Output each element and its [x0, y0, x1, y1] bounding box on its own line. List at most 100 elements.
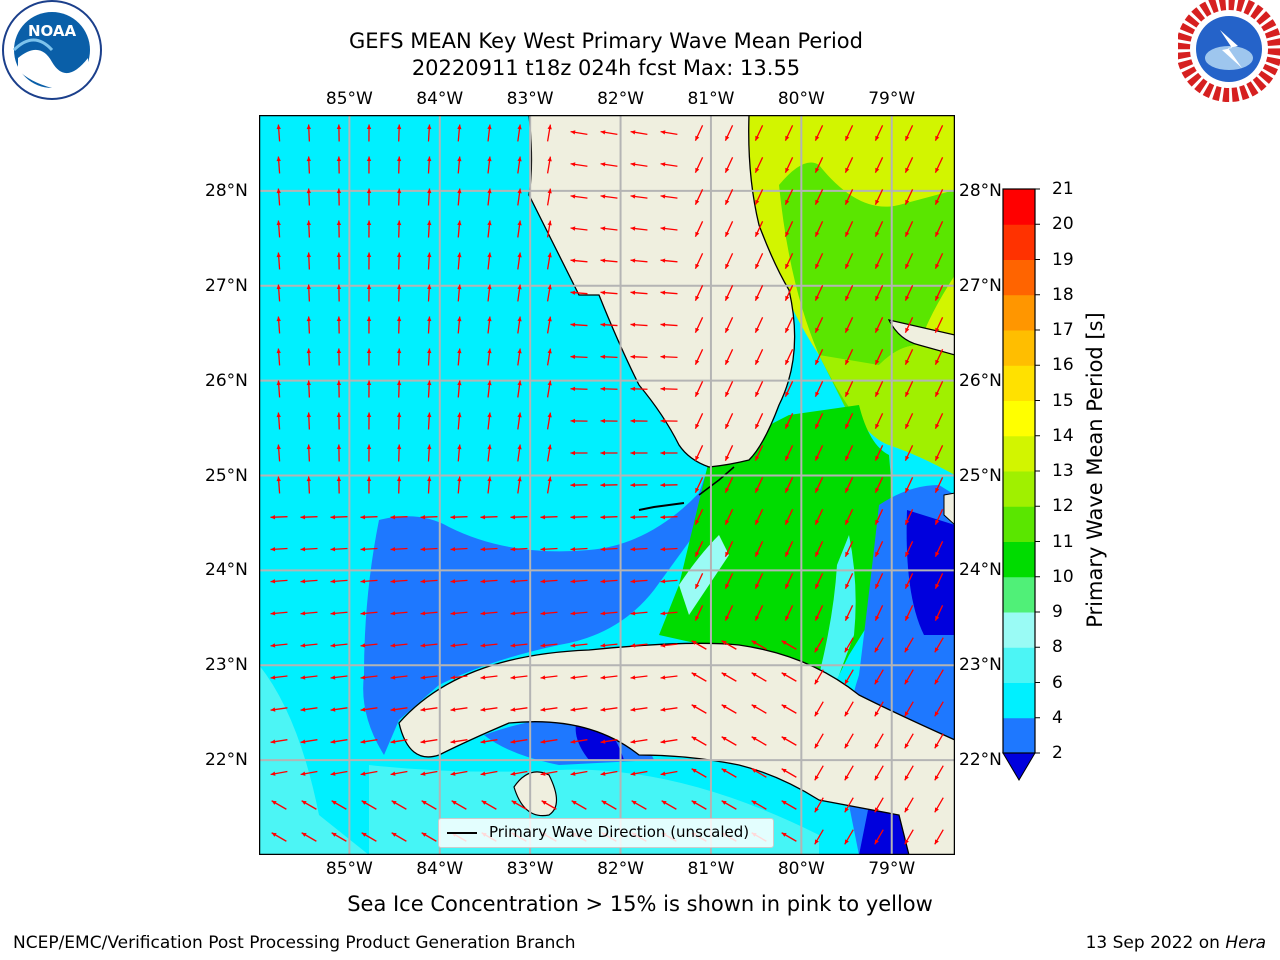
- wave-arrow: [276, 188, 281, 206]
- wave-arrow: [630, 418, 648, 424]
- wave-arrow: [390, 643, 408, 648]
- wave-arrow: [517, 380, 522, 398]
- wave-arrow: [487, 316, 492, 334]
- colorbar-band: [1003, 506, 1035, 542]
- wave-arrow: [694, 573, 704, 589]
- colorbar-band: [1003, 576, 1035, 613]
- wave-arrow: [427, 348, 432, 366]
- colorbar-tick-label: 16: [1052, 355, 1074, 376]
- wave-arrow: [814, 317, 824, 333]
- wave-arrow: [784, 541, 794, 557]
- wave-arrow: [336, 220, 342, 238]
- wave-arrow: [300, 514, 318, 520]
- wave-arrow: [306, 316, 311, 334]
- wave-arrow: [420, 579, 438, 584]
- wave-arrow: [427, 444, 432, 462]
- wave-arrow: [600, 611, 618, 616]
- wave-arrow: [754, 317, 764, 333]
- wave-arrow: [390, 739, 408, 744]
- wave-arrow: [601, 800, 617, 810]
- wave-arrow: [330, 547, 348, 552]
- wave-arrow: [691, 640, 707, 650]
- svg-text:NOAA: NOAA: [28, 22, 77, 40]
- wave-arrow: [390, 579, 408, 584]
- noaa-logo: NOAA: [2, 0, 102, 100]
- wave-arrow: [754, 573, 764, 589]
- wave-arrow: [570, 290, 588, 295]
- wave-arrow: [457, 188, 462, 206]
- wave-arrow: [396, 348, 402, 366]
- wave-arrow: [391, 832, 407, 842]
- wave-arrow: [660, 579, 678, 584]
- wave-arrow: [660, 482, 678, 488]
- wave-arrow: [427, 188, 432, 206]
- wave-arrow: [330, 707, 348, 712]
- wave-arrow: [724, 285, 734, 301]
- wave-arrow: [481, 800, 497, 810]
- wave-arrow: [300, 547, 318, 552]
- wave-arrow: [570, 579, 588, 584]
- lon-tick-label: 80°W: [777, 89, 825, 109]
- florida-land: [528, 115, 796, 468]
- colorbar-band: [1003, 400, 1035, 437]
- wave-arrow: [517, 156, 522, 174]
- wave-arrow: [844, 349, 854, 365]
- wave-arrow: [751, 704, 767, 714]
- colorbar-band: [1003, 259, 1035, 296]
- wave-arrow: [600, 675, 618, 680]
- wave-arrow: [844, 765, 854, 781]
- wave-arrow: [306, 444, 311, 462]
- wave-arrow: [754, 541, 764, 557]
- wave-arrow: [366, 444, 372, 462]
- colorbar-extend-arrow: [1002, 752, 1036, 781]
- wave-arrow: [510, 770, 528, 776]
- wave-arrow: [694, 221, 704, 237]
- wave-arrow: [721, 672, 737, 682]
- wave-arrow: [751, 672, 767, 682]
- lon-tick-label: 82°W: [597, 859, 645, 879]
- wave-arrow: [570, 739, 588, 744]
- wave-arrow: [480, 643, 498, 648]
- wave-arrow: [660, 547, 678, 552]
- wave-arrow: [694, 445, 704, 461]
- wave-arrow: [600, 258, 618, 263]
- wave-arrow: [844, 701, 854, 717]
- lat-tick-label: 27°N: [959, 275, 1002, 296]
- wave-arrow: [420, 611, 438, 616]
- wave-arrow: [396, 316, 402, 334]
- wave-arrow: [844, 541, 854, 557]
- wave-arrow: [390, 514, 408, 520]
- wave-arrow: [754, 189, 764, 205]
- wave-arrow: [724, 445, 734, 461]
- wave-arrow: [721, 736, 737, 746]
- wave-arrow: [814, 189, 824, 205]
- wave-arrow: [874, 701, 884, 717]
- lat-tick-label: 25°N: [959, 465, 1002, 486]
- wave-arrow: [660, 226, 678, 231]
- wave-arrow: [330, 643, 348, 648]
- wave-arrow: [300, 611, 318, 616]
- wave-arrow: [904, 477, 914, 493]
- colorbar-band: [1003, 224, 1035, 260]
- wave-arrow: [660, 770, 678, 776]
- wave-arrow: [331, 832, 347, 842]
- colorbar-tick-label: 9: [1052, 602, 1063, 622]
- wave-arrow: [600, 226, 618, 231]
- wave-arrow: [546, 444, 552, 462]
- wave-arrow: [487, 188, 492, 206]
- wave-arrow: [570, 547, 588, 552]
- colorbar-band: [1003, 647, 1035, 683]
- wave-arrow: [934, 477, 944, 493]
- wave-arrow: [630, 579, 648, 584]
- wave-arrow: [457, 444, 462, 462]
- wave-arrow: [814, 797, 824, 813]
- wave-arrow: [724, 157, 734, 173]
- wave-arrow: [630, 770, 648, 776]
- wave-arrow: [904, 381, 914, 397]
- wave-arrow: [366, 284, 372, 302]
- wave-arrow: [396, 252, 402, 270]
- wave-arrow: [487, 156, 492, 174]
- wave-arrow: [546, 156, 552, 174]
- wave-arrow: [694, 381, 704, 397]
- wave-arrow: [934, 733, 944, 749]
